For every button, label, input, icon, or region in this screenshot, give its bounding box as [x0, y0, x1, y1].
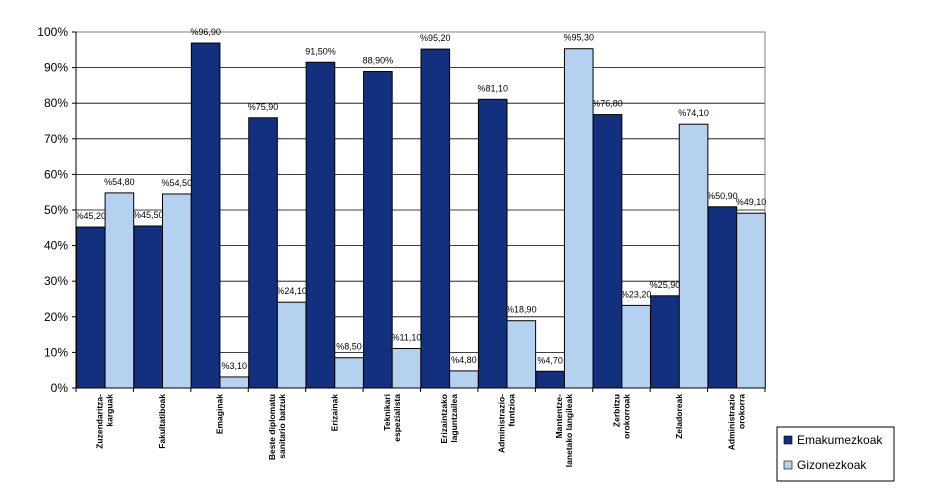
legend-label-gizonezkoak: Gizonezkoak: [797, 458, 867, 472]
category-label: Zeladoreak: [674, 394, 684, 439]
category-label: funtzioa: [507, 394, 517, 427]
bar-gizonezkoak-5: [391, 347, 422, 389]
data-label: 91,50%: [305, 46, 336, 56]
data-label: %8,50: [336, 342, 362, 352]
category-label: laguntzailea: [449, 394, 459, 443]
data-label: %45,50: [133, 210, 164, 220]
data-label: %96,90: [190, 27, 221, 37]
data-label: %4,80: [451, 355, 477, 365]
bar-emakumezkoak-6: [420, 48, 451, 389]
bar-emakumezkoak-5: [363, 71, 393, 389]
data-label: %50,90: [707, 191, 738, 201]
category-label: Administrazio-: [497, 394, 507, 453]
bar-emakumezkoak-2: [190, 42, 221, 389]
data-label: %95,30: [563, 33, 594, 43]
bar-emakumezkoak-9: [592, 114, 623, 389]
data-label: %18,90: [506, 305, 537, 315]
legend-label-emakumezkoak: Emakumezkoak: [797, 433, 883, 447]
y-tick-label: 0%: [51, 381, 69, 395]
category-label: Mantentze-: [554, 394, 564, 439]
legend-swatch-emakumezkoak: [783, 435, 793, 445]
y-tick-label: 80%: [44, 96, 68, 110]
bar-gizonezkoak-7: [506, 320, 537, 389]
data-label: %3,10: [221, 361, 247, 371]
category-label: Fakultatiboak: [157, 394, 167, 449]
x-axis: Zuzendaritza-karguak Fakultatiboak Emagina…: [75, 387, 766, 467]
bar-emakumezkoak-10: [650, 295, 680, 389]
bar-gizonezkoak-0: [104, 192, 135, 389]
legend: Emakumezkoak Gizonezkoak: [776, 426, 895, 482]
data-label: %95,20: [420, 33, 451, 43]
data-label: %81,10: [477, 83, 508, 93]
bar-gizonezkoak-3: [276, 301, 307, 389]
bar-gizonezkoak-2: [219, 376, 250, 389]
bar-emakumezkoak-8: [535, 370, 565, 389]
y-tick-label: 10%: [44, 345, 68, 359]
bar-gizonezkoak-11: [736, 212, 766, 389]
category-label: lanetako langileak: [564, 394, 574, 467]
category-label: Emaginak: [215, 394, 225, 434]
data-label: %25,90: [650, 280, 681, 290]
data-labels: %45,20 %45,50 %96,90 %75,90 91,50% 88,90% %95,…: [76, 27, 767, 371]
bar-gizonezkoak-6: [449, 370, 479, 389]
data-label: %54,80: [104, 177, 135, 187]
bars-group: [76, 42, 766, 389]
y-tick-label: 50%: [44, 203, 68, 217]
bar-emakumezkoak-3: [248, 117, 278, 389]
bar-emakumezkoak-0: [76, 226, 106, 389]
bar-gizonezkoak-1: [162, 193, 192, 389]
category-label: Erizainak: [329, 394, 339, 432]
y-tick-label: 30%: [44, 274, 68, 288]
bar-gizonezkoak-8: [563, 48, 594, 389]
category-label: Zerbitzu: [611, 394, 621, 427]
category-label: Teknikari: [382, 394, 392, 431]
data-label: %76,80: [592, 99, 623, 109]
data-label: %54,50: [162, 178, 193, 188]
y-tick-label: 60%: [44, 167, 68, 181]
data-label: %4,70: [537, 355, 563, 365]
category-label: orokorra: [736, 394, 746, 429]
category-label: karguak: [105, 394, 115, 427]
y-tick-label: 20%: [44, 310, 68, 324]
category-label: Beste diplomatu: [267, 394, 277, 460]
category-label: Zuzendaritza-: [95, 394, 105, 449]
y-tick-label: 40%: [44, 239, 68, 253]
bar-emakumezkoak-11: [707, 206, 738, 389]
bar-gizonezkoak-9: [621, 304, 651, 389]
legend-box: [776, 426, 895, 482]
bar-emakumezkoak-4: [305, 61, 336, 389]
data-label: %11,10: [392, 332, 422, 342]
bar-gizonezkoak-10: [678, 123, 709, 389]
category-label: orokorroak: [621, 394, 631, 439]
y-tick-label: 100%: [37, 25, 68, 39]
y-axis: 0% 10% 20% 30% 40% 50% 60% 70% 80% 90% 100%: [37, 25, 77, 395]
bar-emakumezkoak-7: [477, 98, 508, 389]
bar-emakumezkoak-1: [133, 225, 164, 389]
data-label: %49,10: [736, 197, 767, 207]
y-tick-label: 70%: [44, 132, 68, 146]
category-label: Erizaintzako: [439, 394, 449, 444]
category-label: Administrazio: [726, 394, 736, 450]
category-label: espezialista: [392, 394, 402, 442]
bar-gizonezkoak-4: [334, 357, 364, 389]
data-label: %75,90: [248, 102, 279, 112]
data-label: %45,20: [76, 211, 107, 221]
data-label: 88,90%: [363, 56, 394, 66]
data-label: %24,10: [276, 286, 307, 296]
category-label: sanitario batzuk: [277, 394, 287, 459]
legend-swatch-gizonezkoak: [783, 460, 793, 470]
data-label: %23,20: [621, 289, 652, 299]
data-label: %74,10: [678, 108, 709, 118]
y-tick-label: 90%: [44, 61, 68, 75]
